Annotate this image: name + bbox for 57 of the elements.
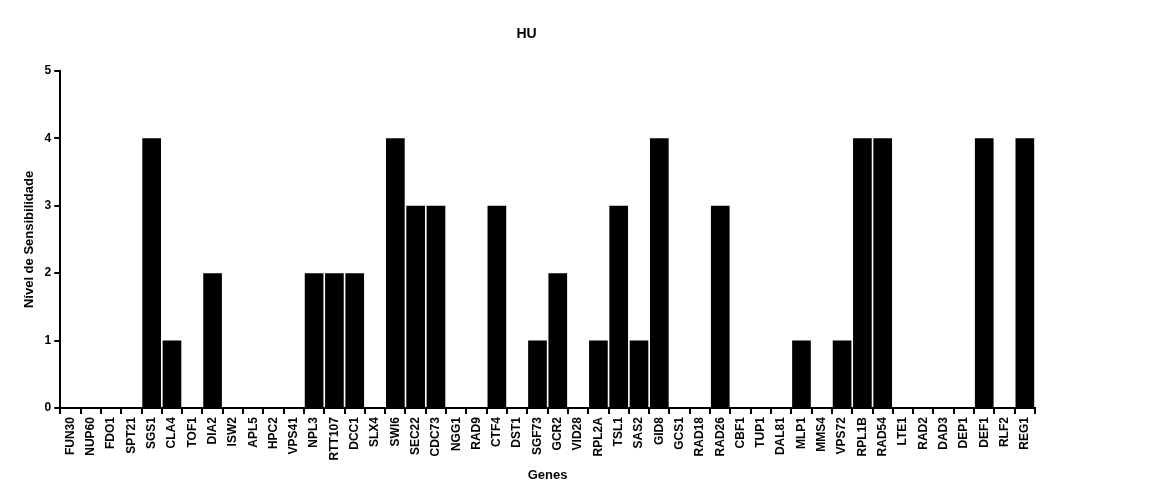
x-tick-label: NGG1 [448,416,463,452]
y-tick-label: 1 [44,332,52,347]
x-axis-title: Genes [527,466,568,482]
x-tick-label: FUN30 [62,416,77,456]
x-tick-label: CTF4 [489,416,504,448]
x-tick-label: REG1 [1017,416,1032,450]
x-tick-label: NUP60 [83,416,98,456]
x-tick-label: DAD3 [935,416,950,450]
y-tick-label: 2 [44,265,52,280]
x-tick-label: GID8 [651,416,666,446]
x-tick-label: SLX4 [367,416,382,448]
x-tick-label: RAD18 [692,416,707,457]
x-tick-label: TUP1 [753,416,768,448]
x-tick-label: TSL1 [611,416,626,447]
x-tick-label: DAL81 [773,416,788,456]
x-tick-label: TOF1 [184,416,199,448]
x-tick-label: SGF73 [529,416,544,456]
x-tick-label: VPS41 [286,416,301,455]
y-tick-label: 4 [44,130,52,145]
x-tick-label: DEP1 [956,416,971,449]
y-axis-title: Nível de Sensibilidade [21,170,37,309]
x-tick-label: NPL3 [306,416,321,448]
x-tick-label: RAD54 [875,416,890,457]
y-tick-label: 3 [44,198,52,213]
y-tick-label: 5 [44,63,52,78]
y-tick-label: 0 [44,400,52,415]
x-tick-label: CDC73 [428,416,443,457]
x-tick-label: MMS4 [814,416,829,452]
x-tick-label: DCC1 [347,416,362,450]
x-tick-label: LTE1 [895,416,910,446]
x-tick-label: RAD9 [468,416,483,450]
x-tick-label: RPL2A [590,416,605,457]
x-tick-label: SEC22 [407,416,422,456]
x-tick-label: APL5 [245,416,260,448]
x-tick-label: RLF2 [996,416,1011,448]
x-tick-label: DIA2 [204,416,219,445]
x-tick-label: SWI6 [387,416,402,447]
x-tick-label: GCR2 [550,416,565,451]
x-tick-label: SPT21 [123,416,138,454]
x-tick-label: SGS1 [143,416,158,450]
x-tick-label: DST1 [509,416,524,448]
chart-title: HU [516,25,537,42]
x-tick-label: FDO1 [103,416,118,450]
x-tick-label: CLA4 [164,416,179,449]
x-tick-label: RAD2 [915,416,930,450]
x-tick-label: ISW2 [225,416,240,447]
x-tick-label: VPS72 [834,416,849,455]
x-tick-label: RPL1B [854,416,869,457]
x-tick-label: HPC2 [265,416,280,450]
x-tick-label: RAD26 [712,416,727,457]
x-tick-label: MLP1 [793,416,808,450]
x-tick-label: RTT107 [326,416,341,461]
x-tick-label: VID28 [570,416,585,451]
x-tick-label: GCS1 [671,416,686,450]
x-tick-label: CBF1 [732,416,747,449]
x-tick-label: DEF1 [976,416,991,448]
x-tick-label: SAS2 [631,416,646,449]
